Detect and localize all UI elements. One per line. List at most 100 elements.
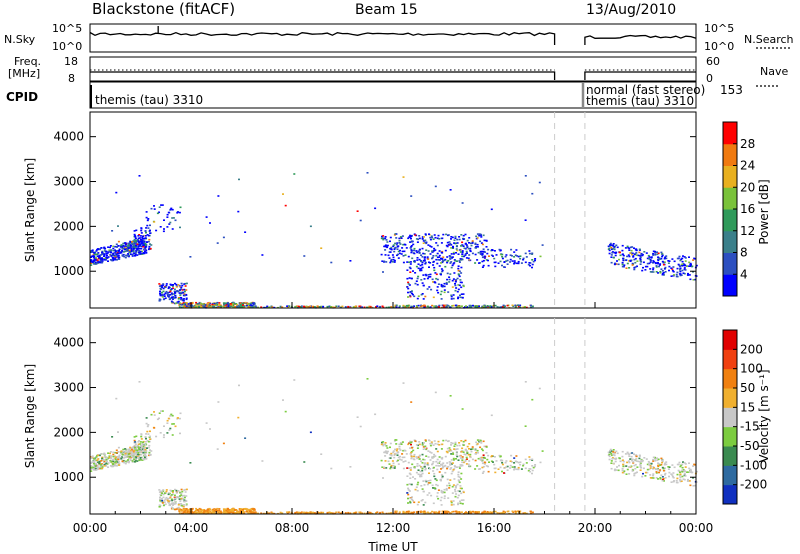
echo-point xyxy=(175,496,178,499)
echo-point xyxy=(230,304,233,307)
echo-point xyxy=(239,508,242,510)
echo-point xyxy=(452,451,454,454)
echo-point xyxy=(633,247,635,249)
echo-point xyxy=(483,461,486,464)
echo-point xyxy=(629,465,632,468)
echo-point xyxy=(464,233,467,236)
echo-point xyxy=(652,254,655,256)
echo-point xyxy=(227,305,230,308)
echo-point xyxy=(114,463,117,465)
echo-point xyxy=(490,208,493,211)
echo-point xyxy=(460,293,463,295)
echo-point xyxy=(334,306,337,309)
colorbar-frame xyxy=(722,329,738,505)
echo-point xyxy=(444,258,447,261)
echo-point xyxy=(227,302,230,304)
echo-point xyxy=(391,261,394,263)
echo-point xyxy=(454,495,457,498)
echo-point xyxy=(682,272,685,274)
echo-point xyxy=(174,219,177,222)
echo-point xyxy=(630,249,633,252)
echo-point xyxy=(488,512,491,514)
echo-point xyxy=(382,477,384,479)
echo-point xyxy=(240,304,243,306)
echo-point xyxy=(184,305,187,307)
echo-point xyxy=(358,511,361,514)
echo-point xyxy=(237,511,240,514)
echo-point xyxy=(413,249,415,252)
echo-point xyxy=(406,475,409,477)
echo-point xyxy=(657,261,659,264)
echo-point xyxy=(337,511,340,514)
echo-point xyxy=(481,250,484,253)
echo-point xyxy=(403,305,406,308)
echo-point xyxy=(451,463,453,465)
echo-point xyxy=(652,477,655,479)
echo-point xyxy=(434,249,437,251)
echo-point xyxy=(135,251,138,253)
echo-point xyxy=(622,257,625,260)
echo-point xyxy=(468,448,470,450)
echo-point xyxy=(424,239,427,242)
echo-point xyxy=(455,454,458,456)
echo-point xyxy=(100,460,103,462)
echo-point xyxy=(202,306,205,308)
echo-point xyxy=(419,470,422,473)
echo-point xyxy=(137,453,140,456)
echo-point xyxy=(517,305,520,308)
echo-point xyxy=(222,302,225,304)
echo-point xyxy=(660,474,663,476)
echo-point xyxy=(410,452,413,454)
echo-point xyxy=(450,501,453,504)
echo-point xyxy=(458,455,461,457)
echo-point xyxy=(467,257,470,260)
echo-point xyxy=(447,259,450,262)
echo-point xyxy=(188,508,191,510)
echo-point xyxy=(662,469,665,472)
echo-point xyxy=(454,284,457,287)
echo-point xyxy=(465,244,468,246)
echo-point xyxy=(369,511,372,514)
echo-point xyxy=(153,414,156,416)
echo-point xyxy=(171,414,174,417)
echo-point xyxy=(682,469,685,471)
echo-point xyxy=(103,259,106,261)
echo-point xyxy=(117,256,120,259)
echo-point xyxy=(423,510,426,513)
echo-point xyxy=(114,456,117,459)
echo-point xyxy=(654,468,657,471)
echo-point xyxy=(635,252,638,254)
echo-point xyxy=(112,247,115,250)
echo-point xyxy=(629,259,632,262)
echo-point xyxy=(142,244,145,247)
echo-point xyxy=(440,251,443,254)
echo-point xyxy=(106,254,108,257)
echo-point xyxy=(497,468,500,470)
echo-point xyxy=(462,499,465,501)
echo-point xyxy=(681,471,684,473)
echo-point xyxy=(466,451,469,454)
echo-point xyxy=(499,459,502,462)
echo-point xyxy=(448,482,451,484)
echo-point xyxy=(454,465,457,468)
echo-point xyxy=(163,286,166,289)
echo-point xyxy=(303,305,305,308)
echo-point xyxy=(524,425,527,427)
echo-point xyxy=(415,444,418,446)
echo-point xyxy=(397,459,399,462)
echo-point xyxy=(475,235,478,238)
echo-point xyxy=(432,502,435,505)
echo-point xyxy=(424,261,427,264)
echo-point xyxy=(512,305,515,307)
echo-point xyxy=(409,440,412,443)
echo-point xyxy=(120,450,123,453)
echo-point xyxy=(441,475,444,478)
echo-point xyxy=(482,465,485,468)
colorbar-swatch xyxy=(723,388,737,408)
echo-point xyxy=(118,464,121,466)
echo-point xyxy=(410,443,412,446)
echo-point xyxy=(655,271,658,273)
echo-point xyxy=(172,503,175,505)
echo-point xyxy=(438,471,441,473)
